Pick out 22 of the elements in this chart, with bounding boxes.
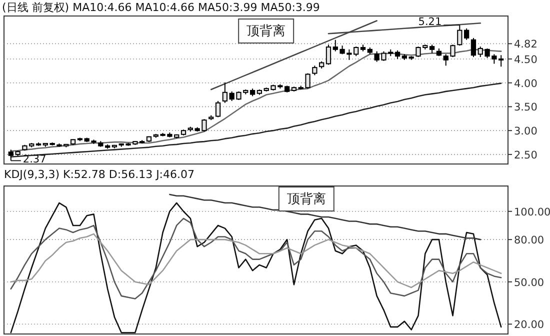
y-tick-label: 4.50 bbox=[514, 54, 538, 66]
y-tick-label: 2.50 bbox=[514, 149, 538, 162]
annotation: 5.21 bbox=[418, 16, 442, 28]
line-series bbox=[10, 218, 502, 300]
chart-title: (日线 前复权) MA10:4.66 MA10:4.66 MA50:3.99 MA50:3.99 bbox=[2, 1, 320, 14]
y-tick-label: 3.00 bbox=[514, 126, 538, 138]
note: 顶背离 bbox=[238, 18, 294, 44]
y-tick-label: 100.00 bbox=[514, 206, 550, 218]
y-tick-label: 3.50 bbox=[514, 102, 538, 114]
annotation: 2.37 bbox=[22, 154, 46, 166]
y-tick-label: 20.00 bbox=[514, 319, 544, 332]
y-tick-label: 4.82 bbox=[514, 38, 538, 51]
y-tick-label: 80.00 bbox=[514, 234, 544, 247]
y-tick-label: 4.00 bbox=[514, 78, 538, 90]
y-tick-label: 50.00 bbox=[514, 276, 544, 289]
line-series bbox=[169, 194, 482, 240]
annotation: 顶背离 bbox=[246, 23, 286, 39]
note: 顶背离 bbox=[278, 186, 334, 212]
chart-title: KDJ(9,3,3) K:52.78 D:56.13 J:46.07 bbox=[4, 168, 195, 181]
note: 5.21 bbox=[418, 16, 460, 28]
annotation: 顶背离 bbox=[286, 191, 326, 207]
note: 2.37 bbox=[10, 154, 46, 166]
